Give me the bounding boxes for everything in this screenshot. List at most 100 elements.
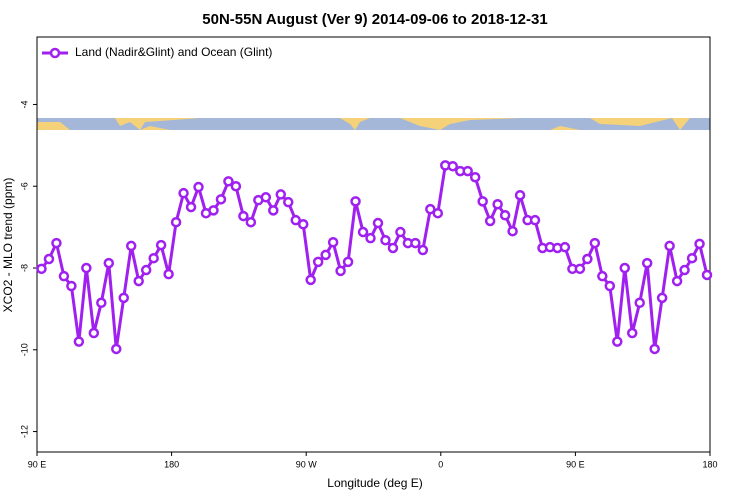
ocean-strip [37,118,710,130]
data-point [103,257,115,269]
x-axis-title: Longitude (deg E) [327,476,422,490]
data-point [365,232,376,244]
data-point [559,241,571,253]
x-tick-label: 180 [702,459,717,469]
data-point [327,237,339,248]
data-point [342,256,354,268]
data-point [178,187,189,199]
data-point [694,238,705,250]
data-point [634,297,645,309]
y-tick-label: -8 [19,264,29,272]
data-point [626,327,638,339]
land-ocean-strip [37,118,710,130]
data-point [163,268,174,280]
land-patches [37,118,690,130]
data-point [283,196,294,208]
data-point [245,216,257,228]
data-point [290,214,301,226]
y-tick-label: -6 [19,182,29,190]
x-tick-label: 0 [438,459,443,469]
y-tick-label: -4 [19,100,29,108]
data-point [589,237,601,249]
data-point [148,252,159,264]
data-point [297,219,309,230]
data-point [73,336,85,347]
data-point [656,292,668,304]
data-point [260,192,272,203]
x-tick-label: 90 W [296,459,318,469]
chart-title: 50N-55N August (Ver 9) 2014-09-06 to 201… [202,11,547,28]
data-point [275,189,287,200]
y-tick-label: -12 [19,425,29,438]
data-point [118,292,129,304]
data-point [81,262,92,274]
data-point [387,242,399,254]
data-point [514,189,526,201]
data-point [604,280,616,292]
data-point [671,275,683,287]
y-axis-title: XCO2 - MLO trend (ppm) [1,178,15,313]
data-point [582,253,593,265]
data-point [425,203,436,215]
data-point [66,280,77,292]
data-point [350,196,361,207]
data-point [58,270,70,282]
data-point [417,244,429,256]
data-point [305,274,316,286]
data-point [357,226,369,238]
data-point [133,275,144,287]
data-point [395,226,406,238]
data-point [111,343,122,355]
data-point [619,262,631,274]
data-point [88,327,100,339]
data-point [574,263,586,275]
data-point [597,270,608,282]
data-point [193,181,204,193]
data-point [447,160,459,172]
y-tick-label: -10 [19,343,29,356]
data-point [432,207,444,219]
data-point [125,240,137,252]
plot-frame [36,36,711,453]
data-point [170,216,182,228]
data-point [43,253,55,265]
data-point [507,225,518,237]
data-point [223,176,234,187]
data-point [492,198,503,210]
data-point [641,257,653,269]
data-point [208,205,219,216]
data-point [701,269,713,281]
data-point [51,237,62,249]
x-tick-label: 90 E [28,459,47,469]
data-point [686,252,698,264]
data-point [380,234,391,246]
data-point [410,237,421,249]
x-tick-label: 90 E [566,459,585,469]
data-point [36,263,47,275]
data-point [679,264,690,276]
data-point [140,264,152,276]
data-point [238,210,249,222]
data-point [664,240,675,252]
data-point [268,205,279,216]
data-point [462,165,473,177]
data-point [312,256,324,268]
data-point [372,217,384,229]
data-point [484,215,496,227]
data-point [185,201,197,213]
data-point [529,214,541,226]
data-point [612,336,623,347]
data-point [230,180,242,192]
x-tick-label: 180 [164,459,179,469]
data-point [335,265,346,277]
data-point [155,239,167,251]
legend: Land (Nadir&Glint) and Ocean (Glint) [42,45,272,59]
data-point [96,297,107,309]
data-point [477,196,488,207]
data-point [215,194,227,205]
data-point [469,171,481,183]
legend-label: Land (Nadir&Glint) and Ocean (Glint) [75,45,272,59]
data-point [320,249,331,261]
